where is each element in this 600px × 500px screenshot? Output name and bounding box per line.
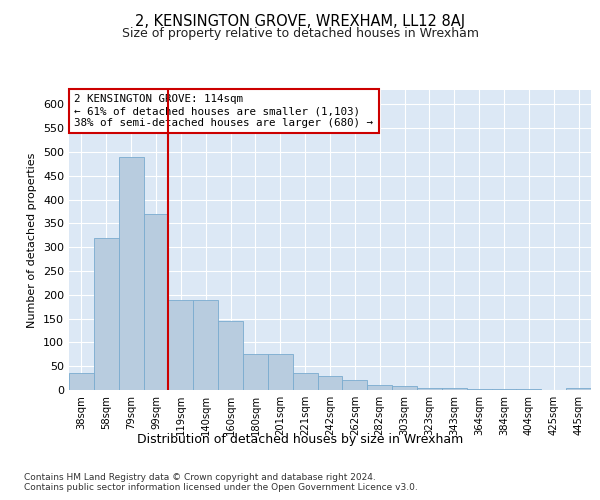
Bar — [143, 214, 169, 390]
Bar — [417, 388, 442, 390]
Bar — [69, 374, 94, 390]
Bar — [218, 321, 243, 390]
Bar — [467, 388, 491, 390]
Bar — [94, 238, 119, 390]
Bar — [169, 300, 193, 390]
Bar — [517, 389, 541, 390]
Bar — [367, 385, 392, 390]
Y-axis label: Number of detached properties: Number of detached properties — [28, 152, 37, 328]
Text: Size of property relative to detached houses in Wrexham: Size of property relative to detached ho… — [121, 28, 479, 40]
Bar — [392, 386, 417, 390]
Bar — [491, 389, 517, 390]
Text: 2 KENSINGTON GROVE: 114sqm
← 61% of detached houses are smaller (1,103)
38% of s: 2 KENSINGTON GROVE: 114sqm ← 61% of deta… — [74, 94, 373, 128]
Bar — [119, 156, 143, 390]
Text: Contains HM Land Registry data © Crown copyright and database right 2024.
Contai: Contains HM Land Registry data © Crown c… — [24, 472, 418, 492]
Bar — [566, 388, 591, 390]
Text: 2, KENSINGTON GROVE, WREXHAM, LL12 8AJ: 2, KENSINGTON GROVE, WREXHAM, LL12 8AJ — [135, 14, 465, 29]
Bar — [243, 354, 268, 390]
Bar — [268, 354, 293, 390]
Bar — [193, 300, 218, 390]
Bar — [442, 388, 467, 390]
Bar — [343, 380, 367, 390]
Bar — [317, 376, 343, 390]
Text: Distribution of detached houses by size in Wrexham: Distribution of detached houses by size … — [137, 432, 463, 446]
Bar — [293, 374, 317, 390]
